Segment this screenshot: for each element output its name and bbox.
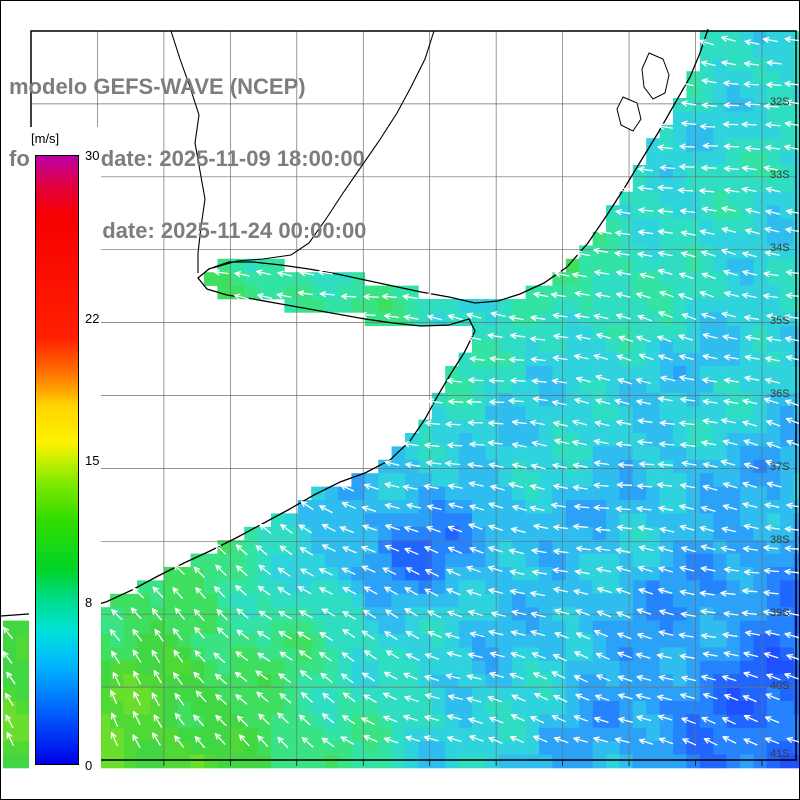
model-name: modelo GEFS-WAVE (NCEP): [9, 74, 306, 99]
colorbar-tick-8: 8: [85, 595, 93, 610]
coastline-layer: [1, 28, 709, 617]
colorbar: [m/s] 30 22 15 8 0: [29, 127, 101, 779]
forecast-date: forecast date: 2025-11-09 18:00:00: [9, 146, 365, 171]
lat-label-41s: 41S: [770, 748, 790, 760]
valid-date: valid date: 2025-11-24 00:00:00: [46, 218, 367, 243]
colorbar-tick-15: 15: [85, 453, 100, 468]
lat-label-36s: 36S: [770, 388, 790, 400]
wind-arrows-layer: [2, 35, 799, 749]
lat-label-39s: 39S: [770, 607, 790, 619]
lat-label-35s: 35S: [770, 315, 790, 327]
title-block: modelo GEFS-WAVE (NCEP) forecast date: 2…: [9, 27, 366, 291]
colorbar-tick-30: 30: [85, 148, 100, 163]
colorbar-gradient: [35, 155, 79, 765]
lat-label-32s: 32S: [770, 96, 790, 108]
lat-label-34s: 34S: [770, 242, 790, 254]
lat-label-38s: 38S: [770, 534, 790, 546]
lat-label-40s: 40S: [770, 680, 790, 692]
colorbar-tick-22: 22: [85, 311, 100, 326]
lat-label-37s: 37S: [770, 461, 790, 473]
colorbar-tick-0: 0: [85, 758, 93, 773]
colorbar-unit-label: [m/s]: [31, 131, 60, 146]
lat-label-33s: 33S: [770, 169, 790, 181]
